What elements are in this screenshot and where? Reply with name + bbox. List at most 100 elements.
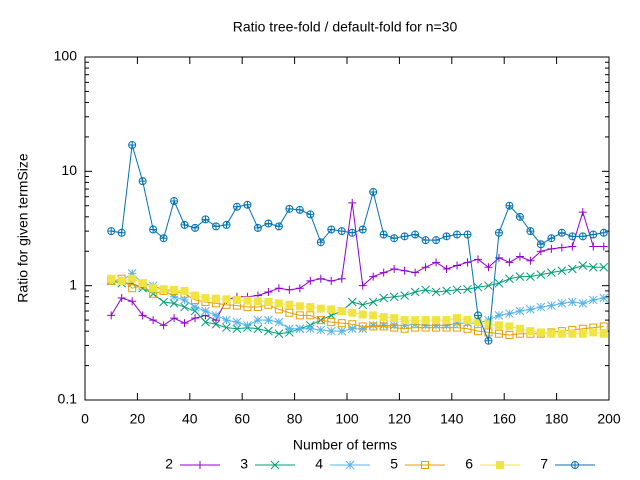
point [400,316,409,325]
point [348,198,357,207]
point [337,274,346,283]
point [515,212,524,221]
point [274,317,284,327]
point [536,247,545,256]
point [578,261,588,270]
point [589,242,598,251]
point [536,328,545,337]
point [379,320,389,330]
point [442,320,451,330]
point [536,302,546,312]
point [571,461,580,469]
point [306,303,315,312]
point [368,297,378,307]
point [149,225,158,234]
point [117,294,126,303]
point [442,316,451,325]
point [578,232,587,241]
point [159,285,168,294]
point [316,316,325,325]
point [232,295,241,304]
point [170,314,179,323]
point [473,282,483,292]
point [390,234,399,243]
point [484,336,493,345]
point [327,276,336,285]
x-tick-label: 40 [182,411,198,427]
point [169,299,179,308]
point [432,316,441,325]
point [285,285,294,294]
point [243,296,252,305]
point [222,220,231,229]
point [547,301,556,310]
point [442,264,451,273]
point [379,322,388,331]
point [201,317,210,327]
point [274,329,284,339]
point [180,286,189,295]
point [505,322,514,331]
legend-label: 7 [540,456,548,472]
point [295,311,304,320]
legend-label: 4 [315,456,323,472]
point [536,270,546,279]
point [474,311,483,320]
point [442,232,451,241]
point [505,331,514,340]
x-tick-label: 140 [440,411,464,427]
point [358,324,368,334]
chart-title: Ratio tree-fold / default-fold for n=30 [233,19,458,35]
point [421,285,430,295]
point [191,291,200,300]
point [390,264,399,273]
point [264,315,273,325]
point [159,234,168,243]
point [348,320,357,329]
point [107,311,116,320]
point [337,307,346,316]
point [337,319,346,328]
point [264,219,273,228]
point [264,297,273,306]
point [138,311,147,320]
legend-label: 2 [165,456,173,472]
point [170,197,179,206]
point [588,262,598,272]
x-tick-label: 0 [81,411,89,427]
series-line [110,202,604,326]
point [400,232,409,241]
point [316,274,325,283]
point [494,310,504,320]
point [295,302,304,311]
x-tick-label: 100 [335,411,359,427]
point [270,460,280,470]
point [347,297,357,307]
point [547,329,556,338]
point [442,286,451,296]
point [285,308,294,317]
point [369,311,378,320]
point [432,236,441,245]
series [107,140,608,345]
point [149,284,158,293]
point [599,242,608,251]
x-tick-label: 20 [130,411,146,427]
point [295,205,304,214]
point [567,297,577,307]
point [337,227,346,236]
point [463,324,472,333]
point [253,324,263,334]
x-tick-label: 120 [388,411,412,427]
legend-label: 5 [390,456,398,472]
point [526,327,535,336]
point [526,227,535,236]
point [389,292,399,302]
point [494,329,503,338]
point [453,314,462,323]
point [599,228,608,237]
x-tick-label: 180 [545,411,569,427]
point [547,268,556,277]
point [410,287,420,297]
point [170,285,179,294]
